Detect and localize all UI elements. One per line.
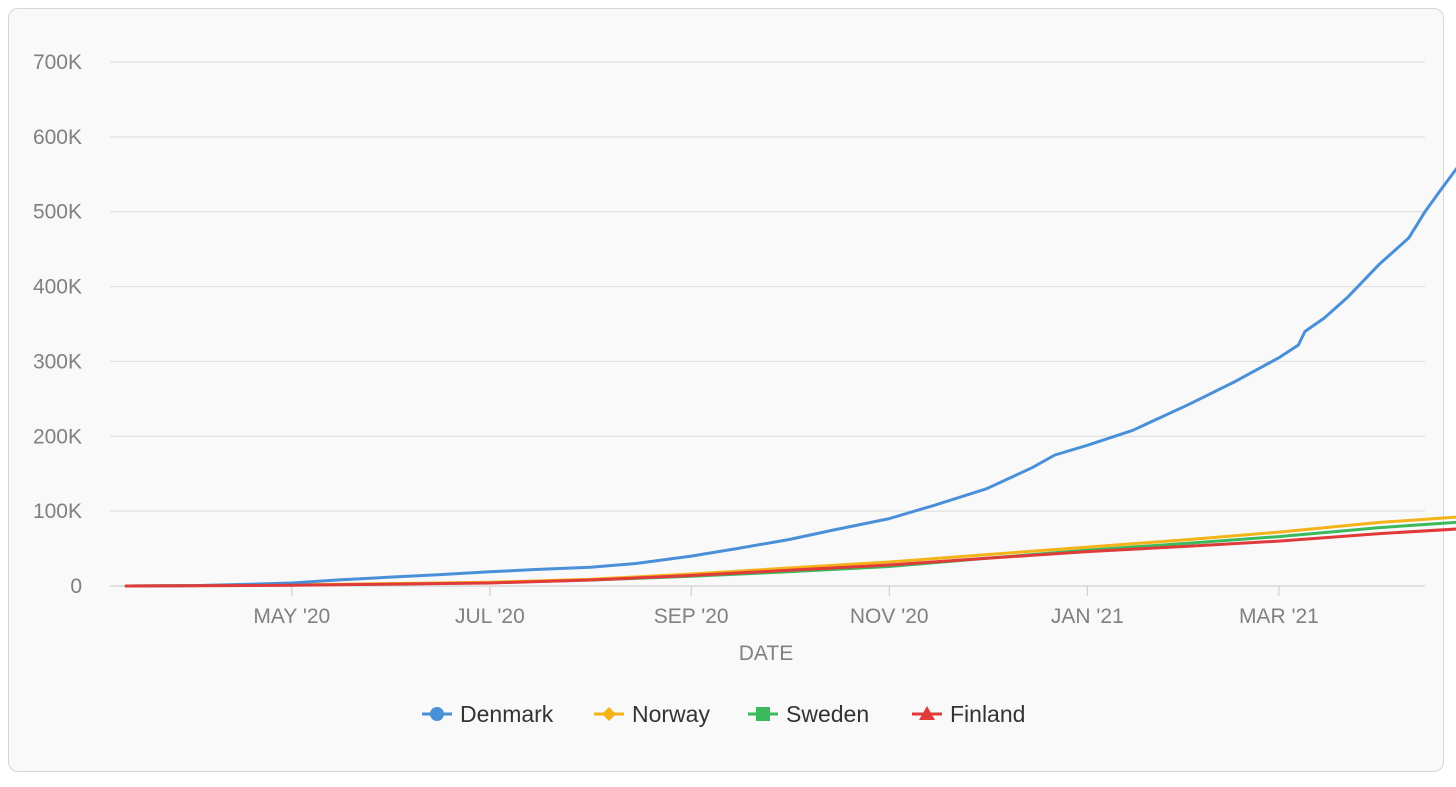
legend-item-norway[interactable]: Norway	[594, 701, 710, 727]
legend-square-marker	[756, 707, 770, 721]
x-axis: MAY '20 JUL '20 SEP '20 NOV '20 JAN '21 MAR '…	[253, 586, 1319, 628]
y-tick-label: 100K	[33, 500, 82, 523]
series-line-denmark	[124, 166, 1456, 588]
y-tick-label: 700K	[33, 51, 82, 74]
legend-label: Finland	[950, 701, 1025, 727]
grid-lines	[110, 61, 1425, 587]
legend-circle-marker	[430, 707, 444, 721]
series-line-sweden	[124, 520, 1456, 588]
x-tick-label: MAR '21	[1239, 605, 1319, 628]
y-tick-label: 400K	[33, 276, 82, 299]
legend-item-denmark[interactable]: Denmark	[422, 701, 554, 727]
x-tick-label: JUL '20	[455, 605, 525, 628]
y-axis: 0 100K 200K 300K 400K 500K 600K 700K	[33, 51, 82, 598]
y-tick-label: 300K	[33, 350, 82, 373]
y-tick-label: 200K	[33, 425, 82, 448]
series-line-norway	[124, 515, 1456, 588]
series-line-finland	[124, 527, 1456, 588]
legend: Denmark Norway Sweden Finland	[422, 701, 1025, 727]
legend-item-finland[interactable]: Finland	[912, 701, 1025, 727]
x-tick-label: SEP '20	[654, 605, 729, 628]
x-tick-label: MAY '20	[253, 605, 330, 628]
legend-label: Norway	[632, 701, 710, 727]
x-tick-label: JAN '21	[1051, 605, 1124, 628]
legend-label: Denmark	[460, 701, 554, 727]
legend-label: Sweden	[786, 701, 869, 727]
chart-card	[8, 8, 1444, 772]
x-tick-label: NOV '20	[850, 605, 929, 628]
legend-item-sweden[interactable]: Sweden	[748, 701, 869, 727]
legend-triangle-marker	[919, 706, 935, 720]
y-tick-label: 600K	[33, 126, 82, 149]
y-tick-label: 500K	[33, 201, 82, 224]
series-lines	[124, 166, 1456, 588]
x-axis-title: DATE	[739, 642, 793, 665]
legend-diamond-marker	[602, 707, 616, 721]
y-tick-label: 0	[70, 575, 82, 598]
